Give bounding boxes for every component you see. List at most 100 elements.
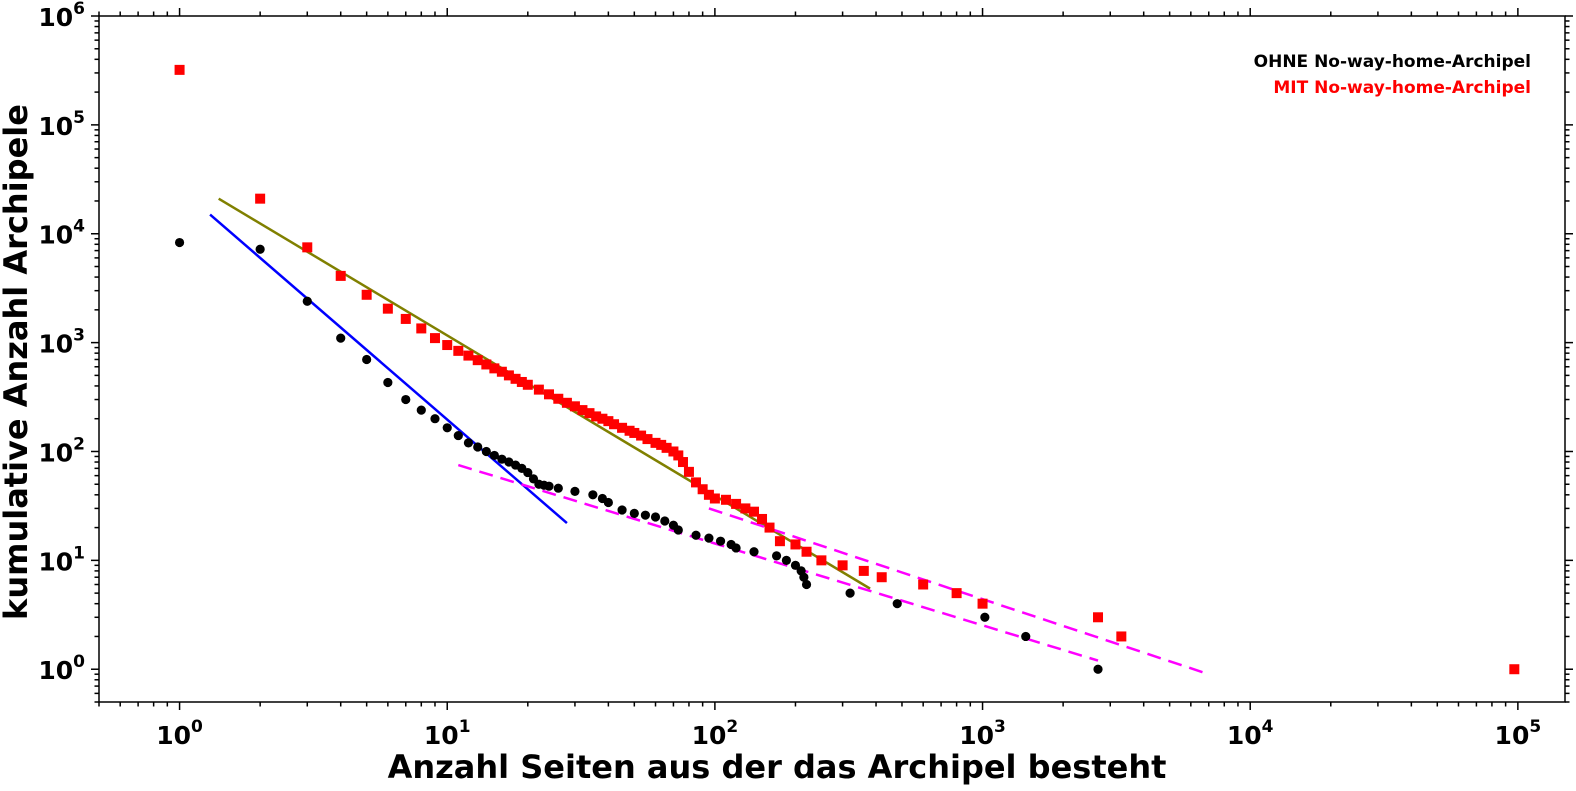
data-point — [510, 373, 521, 384]
data-point — [383, 377, 393, 388]
data-point — [453, 430, 463, 441]
data-point — [463, 350, 474, 361]
data-point — [790, 560, 801, 570]
x-tick-label: 103 — [959, 717, 1006, 750]
data-point — [174, 237, 185, 248]
data-point — [174, 64, 185, 75]
data-point — [553, 483, 563, 493]
data-point — [683, 466, 694, 477]
data-point — [774, 536, 785, 547]
data-point — [677, 457, 688, 468]
data-point — [255, 193, 266, 204]
data-point — [673, 525, 683, 535]
data-point — [1093, 612, 1104, 623]
data-point — [660, 516, 670, 526]
data-point — [302, 242, 313, 253]
data-point — [577, 405, 588, 416]
data-point — [771, 551, 782, 561]
y-tick-label: 103 — [38, 326, 85, 359]
y-tick-label: 106 — [38, 0, 85, 32]
data-point — [569, 401, 580, 412]
data-point — [642, 434, 653, 445]
data-point — [731, 543, 741, 553]
data-point — [489, 450, 499, 461]
data-point — [553, 393, 564, 404]
data-point — [362, 354, 372, 365]
data-point — [691, 530, 701, 540]
data-point — [533, 384, 544, 395]
data-point — [749, 506, 760, 517]
data-point — [1509, 664, 1520, 675]
data-point — [629, 427, 640, 438]
data-point — [799, 572, 809, 582]
data-point — [523, 467, 533, 478]
data-point — [544, 481, 554, 491]
data-point — [416, 405, 426, 415]
data-point — [603, 416, 614, 427]
legend: OHNE No-way-home-Archipel MIT No-way-hom… — [1254, 52, 1531, 98]
data-point — [650, 512, 661, 522]
data-point — [603, 497, 613, 508]
data-point — [1021, 631, 1031, 642]
data-point — [336, 333, 346, 343]
data-point — [731, 498, 742, 509]
data-point — [335, 270, 346, 281]
data-point — [416, 323, 427, 334]
fit-line-0 — [209, 213, 568, 525]
data-point — [661, 442, 672, 453]
data-point — [876, 572, 887, 583]
data-point — [400, 313, 411, 324]
y-tick-label: 104 — [38, 217, 85, 250]
data-point — [715, 536, 726, 546]
data-point — [522, 379, 533, 390]
data-point — [703, 489, 714, 500]
y-tick-label: 105 — [38, 108, 85, 141]
data-point — [980, 612, 990, 622]
data-point — [516, 376, 527, 387]
data-point — [497, 454, 507, 464]
data-point — [617, 505, 627, 515]
data-point — [656, 439, 667, 450]
data-point — [442, 340, 453, 351]
data-point — [442, 423, 452, 433]
legend-entry-ohne: OHNE No-way-home-Archipel — [1254, 52, 1531, 72]
data-point — [740, 503, 751, 514]
series-ohne — [174, 237, 1103, 674]
data-point — [801, 546, 812, 557]
data-point — [617, 422, 628, 433]
data-point — [489, 363, 500, 374]
data-point — [496, 366, 507, 377]
data-point — [709, 493, 720, 504]
data-point — [472, 355, 483, 366]
data-point — [503, 370, 514, 381]
data-point — [481, 359, 492, 370]
fit-line-2 — [457, 463, 1099, 662]
x-tick-label: 105 — [1495, 717, 1542, 750]
data-point — [453, 345, 464, 356]
data-point — [690, 477, 701, 488]
data-point — [561, 397, 572, 408]
data-series — [174, 64, 1520, 675]
data-point — [1116, 631, 1127, 642]
data-point — [720, 494, 731, 505]
data-point — [764, 522, 775, 533]
x-tick-label: 102 — [692, 717, 739, 750]
y-tick-label: 101 — [38, 543, 85, 576]
tick-labels: 100 101 102 103 104 105 100 101 102 103 104 105 106 — [38, 0, 1541, 750]
legend-entry-mit: MIT No-way-home-Archipel — [1273, 78, 1531, 98]
data-point — [977, 598, 988, 609]
data-point — [837, 560, 848, 571]
data-point — [892, 599, 902, 609]
data-point — [951, 588, 962, 599]
data-point — [918, 579, 929, 590]
data-point — [1093, 664, 1103, 674]
series-mit — [174, 64, 1520, 675]
data-point — [757, 513, 768, 524]
data-point — [697, 484, 708, 495]
data-point — [673, 450, 684, 461]
data-point — [302, 296, 312, 306]
data-point — [845, 588, 855, 598]
data-point — [463, 438, 474, 448]
